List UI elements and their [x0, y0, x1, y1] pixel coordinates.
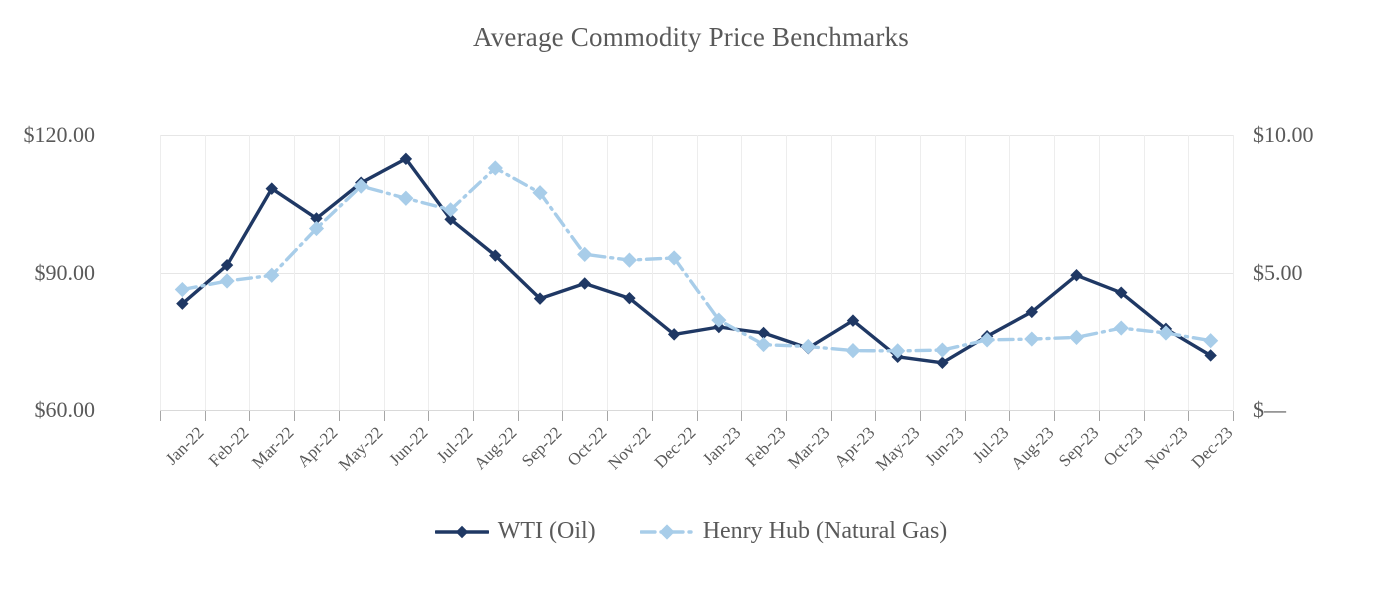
x-axis-line — [160, 410, 1233, 411]
x-axis-tick — [562, 411, 564, 421]
chart-title: Average Commodity Price Benchmarks — [473, 22, 909, 52]
legend-marker-icon — [659, 523, 675, 540]
gridline-vertical — [472, 135, 474, 410]
x-axis-tick — [294, 411, 296, 421]
legend-item-henry-hub[interactable]: Henry Hub (Natural Gas) — [639, 518, 948, 545]
legend-swatch-icon — [639, 523, 694, 540]
right-axis-tick-label: $5.00 — [1253, 259, 1303, 285]
x-axis-tick — [1054, 411, 1056, 421]
gridline-vertical — [785, 135, 787, 410]
x-axis-tick — [920, 411, 922, 421]
gridline-vertical — [607, 135, 609, 410]
left-axis-tick-label: $90.00 — [34, 259, 96, 285]
plot-area — [160, 135, 1234, 411]
gridline-vertical — [1143, 135, 1145, 410]
gridline-vertical — [517, 135, 519, 410]
x-axis-tick — [383, 411, 385, 421]
gridline-vertical — [249, 135, 251, 410]
legend-label: Henry Hub (Natural Gas) — [702, 518, 948, 544]
gridline-vertical — [1009, 135, 1011, 410]
x-axis-tick — [1098, 411, 1100, 421]
gridline-vertical — [1188, 135, 1190, 410]
gridline-vertical — [294, 135, 296, 410]
x-axis-tick — [1009, 411, 1011, 421]
gridline-vertical — [160, 135, 161, 410]
right-axis-tick-label: $10.00 — [1253, 122, 1314, 147]
x-axis-tick — [249, 411, 251, 421]
gridline-vertical — [1233, 135, 1234, 410]
x-axis-tick — [204, 411, 206, 421]
gridline-vertical — [428, 135, 430, 410]
x-axis-tick — [785, 411, 787, 421]
legend-label: WTI (Oil) — [497, 518, 596, 544]
gridline-vertical — [651, 135, 653, 410]
gridline-vertical — [1054, 135, 1056, 410]
gridline-vertical — [1098, 135, 1100, 410]
gridline-vertical — [830, 135, 832, 410]
gridline-vertical — [741, 135, 743, 410]
legend-item-wti-oil[interactable]: WTI (Oil) — [434, 518, 596, 545]
x-axis-tick — [741, 411, 743, 421]
gridline-vertical — [696, 135, 698, 410]
x-axis-tick — [651, 411, 653, 421]
x-axis-tick — [1143, 411, 1145, 421]
gridline-vertical — [383, 135, 385, 410]
legend-marker-icon — [455, 525, 468, 538]
x-axis-tick — [875, 411, 877, 421]
left-axis-tick-label: $60.00 — [34, 397, 96, 422]
chart-legend: WTI (Oil) Henry Hub (Natural Gas) — [0, 518, 1382, 545]
gridline-vertical — [964, 135, 966, 410]
gridline-vertical — [562, 135, 564, 410]
x-axis-tick — [1233, 411, 1234, 421]
gridline-vertical — [875, 135, 877, 410]
x-axis-tick — [964, 411, 966, 421]
gridline-vertical — [204, 135, 206, 410]
x-axis-tick — [696, 411, 698, 421]
gridline-vertical — [920, 135, 922, 410]
gridline-vertical — [338, 135, 340, 410]
right-axis-tick-label: $— — [1253, 397, 1286, 422]
x-axis-tick — [338, 411, 340, 421]
x-axis-tick — [607, 411, 609, 421]
legend-swatch-icon — [434, 525, 489, 538]
x-axis-tick — [160, 411, 161, 421]
x-axis-tick — [1188, 411, 1190, 421]
x-axis-tick — [517, 411, 519, 421]
left-axis-tick-label: $120.00 — [23, 122, 96, 147]
x-axis-tick — [428, 411, 430, 421]
x-axis-tick — [830, 411, 832, 421]
x-axis-tick — [472, 411, 474, 421]
